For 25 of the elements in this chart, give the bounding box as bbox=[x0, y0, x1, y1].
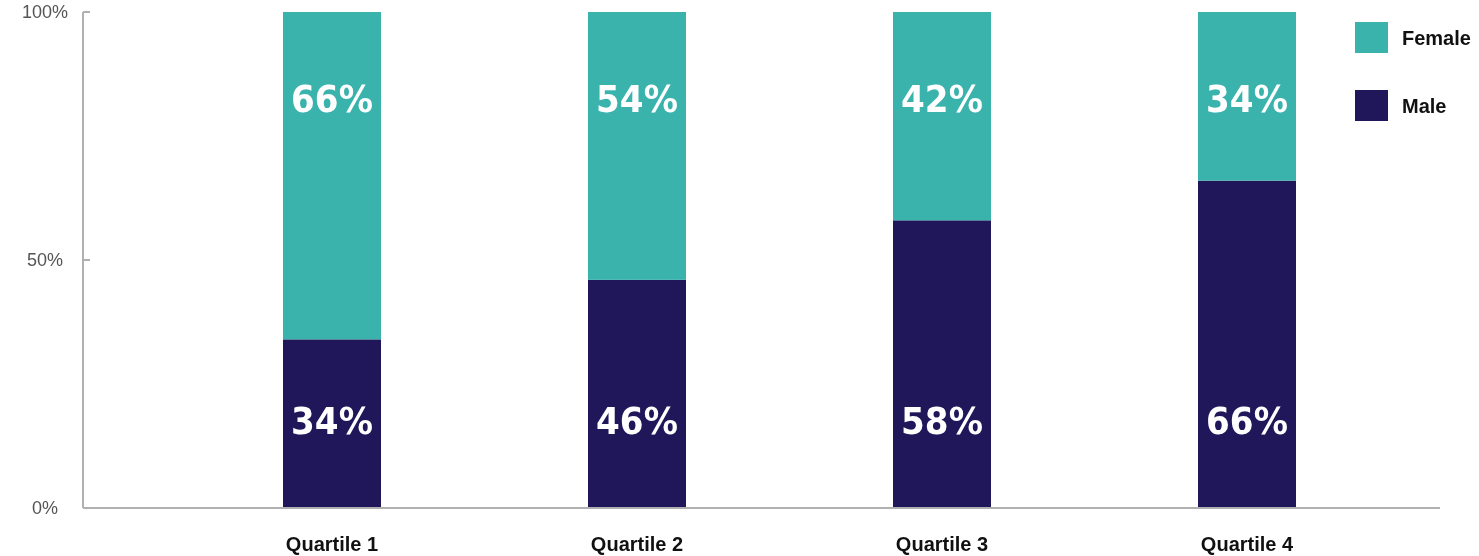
bar bbox=[283, 12, 381, 340]
x-tick-label: Quartile 1 bbox=[285, 533, 379, 555]
bar bbox=[1198, 12, 1296, 181]
data-label: 66% bbox=[291, 77, 373, 121]
x-tick-label: Quartile 3 bbox=[895, 533, 989, 555]
bar bbox=[588, 12, 686, 280]
data-label: 58% bbox=[901, 399, 983, 443]
y-tick-label: 50% bbox=[26, 250, 64, 271]
bar bbox=[1198, 180, 1296, 508]
data-label: 42% bbox=[901, 77, 983, 121]
bar bbox=[588, 279, 686, 508]
data-label: 66% bbox=[1206, 399, 1288, 443]
data-label: 34% bbox=[1206, 77, 1288, 121]
y-tick-label: 0% bbox=[31, 498, 59, 519]
bar bbox=[283, 339, 381, 508]
legend-label: Male bbox=[1402, 95, 1447, 117]
data-label: 54% bbox=[596, 77, 678, 121]
legend-label: Female bbox=[1402, 27, 1471, 49]
bar bbox=[893, 12, 991, 221]
x-tick-label: Quartile 2 bbox=[590, 533, 684, 555]
y-tick-label: 100% bbox=[21, 2, 69, 23]
data-label: 46% bbox=[596, 399, 678, 443]
bar bbox=[893, 220, 991, 508]
x-tick-label: Quartile 4 bbox=[1200, 533, 1294, 555]
data-label: 34% bbox=[291, 399, 373, 443]
